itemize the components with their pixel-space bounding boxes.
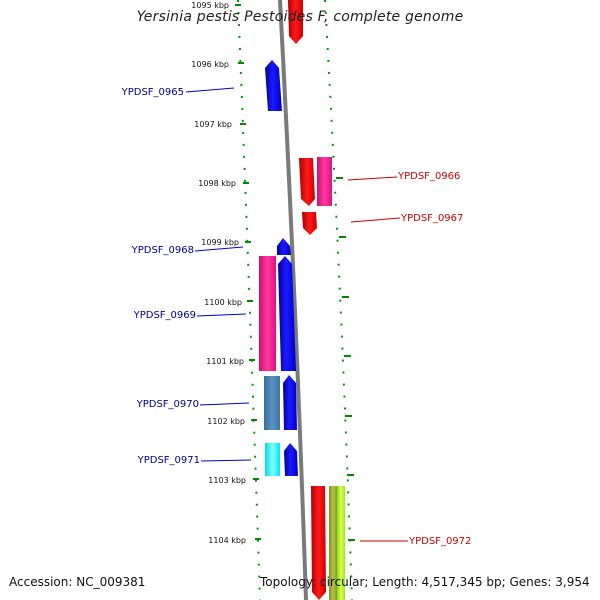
feature-olive-0972	[329, 486, 337, 600]
feature-pink-0969	[259, 256, 276, 371]
genome-backbone	[278, 0, 308, 600]
tick-label: 1098 kbp	[198, 179, 236, 188]
tick-label: 1095 kbp	[191, 1, 229, 10]
leader-line-0967	[350, 217, 401, 223]
gene-label-ypdsf-0969[interactable]: YPDSF_0969	[133, 310, 196, 321]
gene-label-ypdsf-0966[interactable]: YPDSF_0966	[397, 171, 460, 182]
dotted-ruler-right	[324, 0, 353, 600]
feature-cyan-0971	[265, 443, 280, 476]
gene-feature-ypdsf-0967	[302, 212, 317, 235]
gene-feature-ypdsf-0969	[278, 256, 296, 371]
gene-feature-ypdsf-0970	[283, 375, 297, 430]
gene-feature-red-top	[288, 0, 303, 44]
gene-label-ypdsf-0970[interactable]: YPDSF_0970	[136, 399, 199, 410]
gene-label-ypdsf-0965[interactable]: YPDSF_0965	[121, 87, 184, 98]
feature-steel-0970	[264, 376, 280, 430]
gene-feature-ypdsf-0966	[299, 158, 315, 206]
feature-pink-0966	[317, 157, 332, 206]
gene-label-ypdsf-0972[interactable]: YPDSF_0972	[408, 536, 471, 547]
accession-label: Accession: NC_009381	[9, 575, 146, 589]
gene-label-ypdsf-0967[interactable]: YPDSF_0967	[400, 213, 463, 224]
gene-feature-ypdsf-0965	[265, 60, 282, 111]
map-title: Yersinia pestis Pestoides F, complete ge…	[136, 9, 464, 25]
tick-label: 1104 kbp	[208, 536, 246, 545]
gene-leader-lines	[185, 87, 408, 542]
gene-feature-ypdsf-0968	[277, 238, 291, 255]
gene-feature-ypdsf-0971	[284, 443, 298, 476]
tick-labels: 1095 kbp 1096 kbp 1097 kbp 1098 kbp 1099…	[191, 1, 246, 545]
gene-label-ypdsf-0971[interactable]: YPDSF_0971	[137, 455, 200, 466]
dotted-guide-outer-right	[324, 0, 353, 600]
tick-label: 1096 kbp	[191, 60, 229, 69]
tick-label: 1097 kbp	[194, 120, 232, 129]
gene-feature-ypdsf-0972	[311, 486, 326, 600]
tick-marks	[235, 4, 355, 541]
tick-label: 1100 kbp	[204, 298, 242, 307]
tick-label: 1099 kbp	[201, 238, 239, 247]
leader-line-0965	[185, 87, 235, 93]
gene-labels: YPDSF_0965 YPDSF_0966 YPDSF_0967 YPDSF_0…	[121, 87, 472, 547]
tick-label: 1103 kbp	[208, 476, 246, 485]
leader-line-0968	[194, 246, 244, 252]
topology-label: Topology: circular; Length: 4,517,345 bp…	[260, 575, 590, 589]
leader-line-0966	[347, 176, 398, 181]
leader-line-0969	[196, 313, 247, 317]
leader-line-0971	[200, 459, 252, 462]
gene-label-ypdsf-0968[interactable]: YPDSF_0968	[131, 245, 194, 256]
tick-label: 1101 kbp	[206, 357, 244, 366]
tick-label: 1102 kbp	[207, 417, 245, 426]
feature-lime-0972	[337, 486, 345, 600]
features	[259, 0, 345, 600]
leader-line-0970	[199, 402, 250, 406]
